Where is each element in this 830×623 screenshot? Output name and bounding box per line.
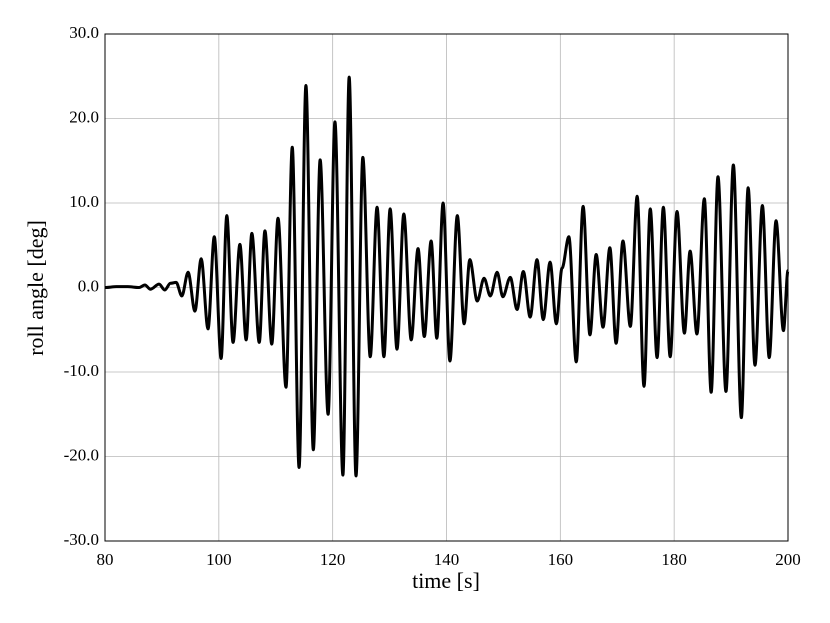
x-tick-label: 80 bbox=[97, 550, 114, 569]
y-tick-label: -30.0 bbox=[64, 530, 99, 549]
y-tick-label: 30.0 bbox=[69, 23, 99, 42]
x-tick-label: 100 bbox=[206, 550, 232, 569]
x-tick-label: 200 bbox=[775, 550, 801, 569]
y-axis-label: roll angle [deg] bbox=[23, 220, 48, 356]
x-tick-label: 120 bbox=[320, 550, 346, 569]
x-tick-label: 140 bbox=[434, 550, 460, 569]
y-tick-label: -20.0 bbox=[64, 445, 99, 464]
y-tick-label: 20.0 bbox=[69, 107, 99, 126]
x-tick-label: 160 bbox=[548, 550, 574, 569]
x-tick-label: 180 bbox=[661, 550, 687, 569]
x-axis-label: time [s] bbox=[412, 568, 480, 593]
line bbox=[104, 75, 790, 478]
y-tick-label: -10.0 bbox=[64, 361, 99, 380]
y-tick-label: 0.0 bbox=[78, 276, 99, 295]
y-tick-label: 10.0 bbox=[69, 192, 99, 211]
